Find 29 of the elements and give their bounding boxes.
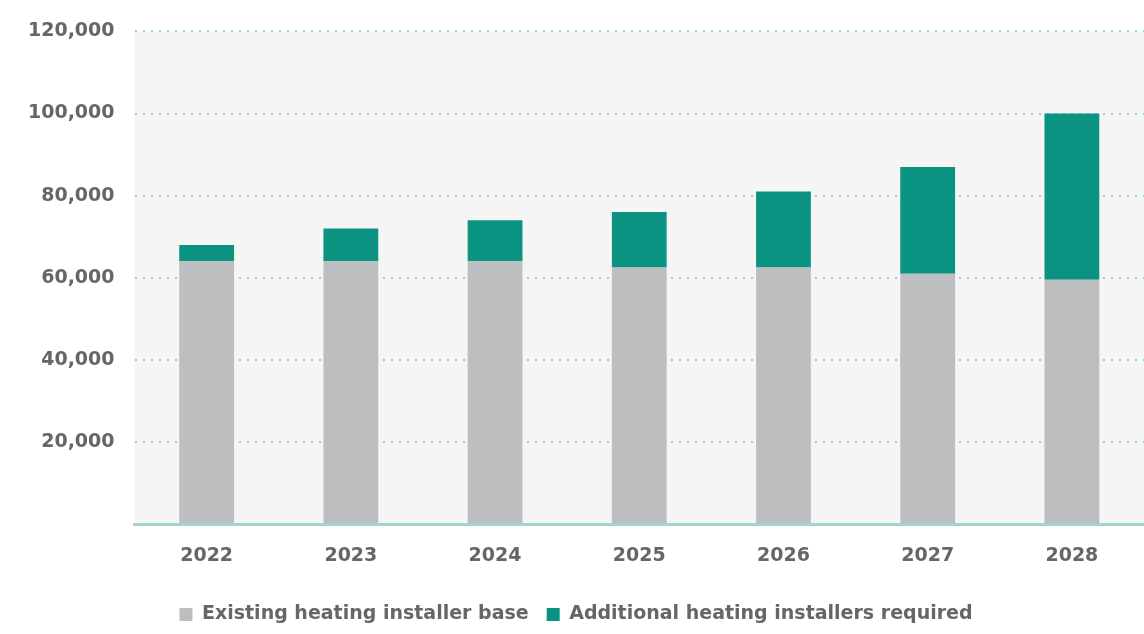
bar	[1044, 113, 1100, 280]
bar	[323, 261, 379, 524]
bar	[611, 212, 667, 268]
x-tick-label: 2026	[757, 542, 810, 565]
y-tick-label: 40,000	[41, 346, 115, 369]
x-tick-label: 2023	[324, 542, 378, 565]
bar	[179, 261, 235, 524]
y-tick-label: 120,000	[27, 18, 115, 41]
y-tick-label: 60,000	[41, 264, 115, 287]
bar	[611, 267, 667, 524]
x-tick-label: 2025	[612, 542, 666, 565]
x-tick-label: 2022	[180, 542, 234, 565]
bar	[1044, 279, 1100, 524]
bar	[467, 220, 523, 262]
y-tick-label: 20,000	[41, 429, 115, 451]
x-tick-label: 2024	[468, 542, 522, 565]
bar	[756, 191, 811, 268]
bar	[900, 273, 956, 524]
legend-label: Additional heating installers required	[569, 601, 973, 624]
bar	[323, 228, 379, 262]
bar	[467, 261, 523, 524]
y-tick-label: 80,000	[41, 182, 115, 205]
bar	[900, 166, 956, 274]
x-tick-label: 2028	[1045, 542, 1099, 565]
legend-label: Existing heating installer base	[201, 601, 529, 624]
bar	[756, 267, 811, 524]
bar	[179, 244, 235, 262]
y-tick-label: 100,000	[27, 100, 115, 123]
x-tick-label: 2027	[901, 542, 955, 565]
